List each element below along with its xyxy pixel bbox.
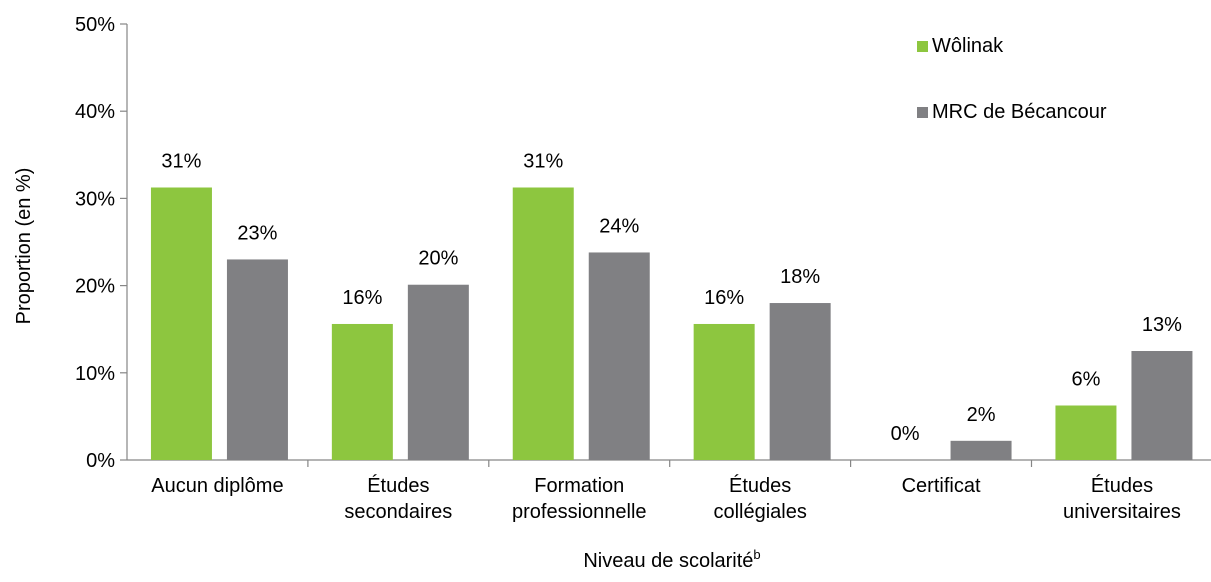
legend-label: MRC de Bécancour	[932, 101, 1107, 123]
y-tick-label: 30%	[75, 188, 115, 210]
x-tick-label: Études universitaires	[1063, 474, 1181, 523]
x-tick-label-line: Études	[1091, 474, 1153, 497]
bar	[407, 284, 469, 460]
bar	[588, 252, 650, 460]
bar	[150, 187, 212, 460]
x-axis-title-text: Niveau de scolarité	[583, 550, 753, 572]
legend-swatch	[917, 107, 928, 118]
x-axis-title-superscript: b	[753, 547, 760, 562]
x-tick-label: Études collégiales	[713, 474, 806, 523]
x-tick-label: Études secondaires	[344, 474, 452, 523]
x-tick-label-line: collégiales	[713, 501, 806, 523]
legend-label: Wôlinak	[932, 35, 1004, 57]
x-tick-label-line: Études	[729, 474, 791, 497]
data-label: 16%	[704, 287, 744, 309]
y-tick-label: 40%	[75, 101, 115, 123]
x-axis-title: Niveau de scolaritéb	[583, 547, 760, 572]
y-tick-label: 10%	[75, 363, 115, 385]
data-label: 2%	[967, 404, 996, 426]
x-tick-label-line: Études	[367, 474, 429, 497]
data-label: 16%	[342, 287, 382, 309]
x-tick-label: Certificat	[902, 475, 981, 497]
x-tick-label-line: Formation	[534, 475, 624, 497]
bar	[331, 323, 393, 460]
x-tick-label-line: secondaires	[344, 501, 452, 523]
data-label: 20%	[418, 248, 458, 270]
bars	[150, 187, 1193, 460]
x-tick-label-line: Certificat	[902, 475, 981, 497]
bar	[1131, 351, 1193, 460]
y-axis-title: Proportion (en %)	[13, 168, 35, 325]
bar	[950, 440, 1012, 460]
x-tick-label: Aucun diplôme	[151, 475, 283, 497]
data-label: 24%	[599, 215, 639, 237]
bar	[1055, 405, 1117, 460]
data-labels: 31% 23% 16% 20% 31% 24% 16% 18% 0% 2% 6% 13%	[161, 151, 1182, 446]
legend-swatch	[917, 41, 928, 52]
x-axis: Aucun diplôme Études secondaires Formation p…	[127, 459, 1211, 523]
legend: Wôlinak MRC de Bécancour	[917, 35, 1107, 123]
data-label: 18%	[780, 266, 820, 288]
x-tick-label: Formation professionnelle	[512, 475, 647, 523]
y-tick-label: 50%	[75, 14, 115, 36]
y-tick-label: 0%	[86, 450, 115, 472]
data-label: 23%	[237, 222, 277, 244]
data-label: 6%	[1071, 369, 1100, 391]
bar	[693, 323, 755, 460]
x-tick-label-line: professionnelle	[512, 501, 647, 523]
y-axis: 0% 10% 20% 30% 40% 50%	[75, 14, 128, 472]
data-label: 31%	[523, 151, 563, 173]
bar	[769, 303, 831, 460]
bar	[226, 259, 288, 460]
data-label: 31%	[161, 151, 201, 173]
y-tick-label: 20%	[75, 276, 115, 298]
data-label: 13%	[1142, 314, 1182, 336]
data-label: 0%	[891, 423, 920, 445]
x-tick-label-line: Aucun diplôme	[151, 475, 283, 497]
bar	[512, 187, 574, 460]
x-tick-label-line: universitaires	[1063, 501, 1181, 523]
